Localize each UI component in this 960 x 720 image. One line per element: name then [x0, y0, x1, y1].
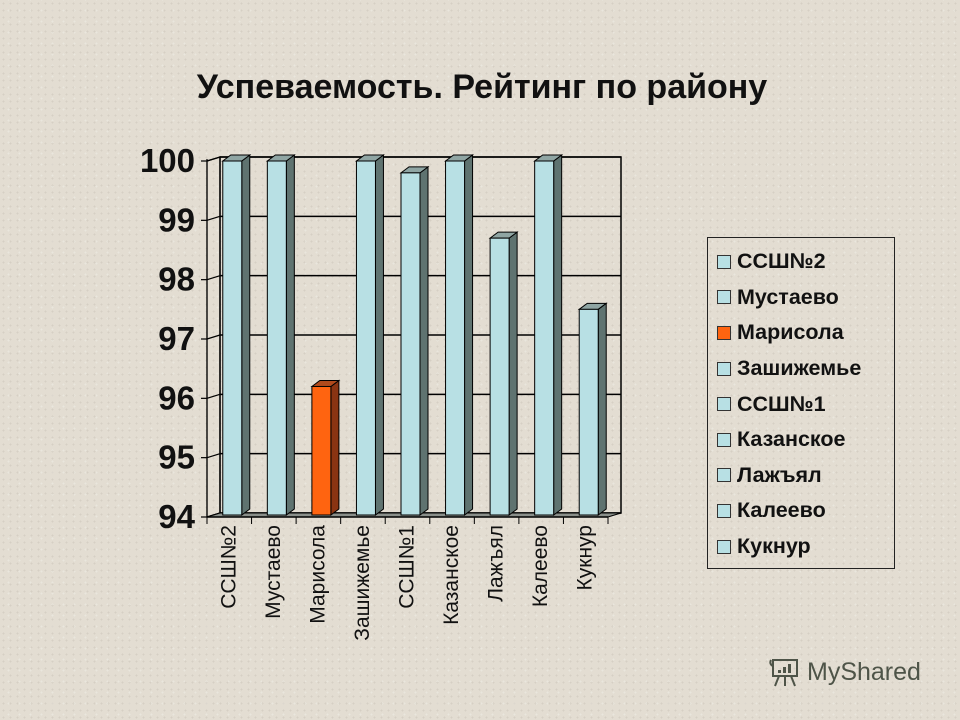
bar	[577, 302, 608, 516]
legend-swatch	[717, 325, 731, 340]
legend-swatch	[717, 503, 731, 518]
x-tick-label: Калеево	[529, 525, 552, 607]
legend-item: Кукнур	[708, 529, 894, 565]
legend-label: ССШ№1	[737, 391, 826, 416]
bar	[399, 165, 430, 516]
legend-swatch	[717, 361, 731, 376]
x-tick-label: Мустаево	[262, 525, 285, 619]
y-tick-label: 98	[158, 261, 195, 298]
bar	[533, 154, 564, 516]
legend-item: Марисола	[708, 315, 894, 351]
bar	[354, 154, 385, 516]
legend-item: Казанское	[708, 422, 894, 458]
bar	[265, 154, 296, 516]
legend-swatch	[717, 468, 731, 483]
legend-item: Калеево	[708, 493, 894, 529]
legend-label: Марисола	[737, 320, 844, 345]
legend-item: Зашижемье	[708, 351, 894, 387]
legend-item: ССШ№1	[708, 386, 894, 422]
y-tick-label: 96	[158, 379, 195, 416]
legend-swatch	[717, 290, 731, 305]
bar	[221, 154, 252, 516]
y-tick-label: 95	[158, 439, 195, 476]
chart-title: Успеваемость. Рейтинг по району	[196, 68, 768, 106]
bar	[444, 154, 475, 516]
legend-swatch	[717, 397, 731, 412]
y-tick-label: 100	[140, 142, 195, 179]
legend-label: Калеево	[737, 498, 826, 523]
legend-label: Лажъял	[737, 462, 822, 487]
x-tick-label: ССШ№2	[217, 525, 240, 609]
bar	[488, 231, 519, 517]
x-tick-label: ССШ№1	[396, 525, 419, 609]
x-tick-label: Казанское	[440, 525, 463, 625]
y-tick-label: 97	[158, 320, 195, 357]
presentation-board-icon	[769, 659, 798, 687]
legend-swatch	[717, 539, 731, 554]
y-tick-label: 99	[158, 201, 195, 238]
legend-label: Зашижемье	[737, 356, 862, 381]
legend-label: Казанское	[737, 427, 846, 452]
x-tick-label: Марисола	[306, 525, 329, 624]
legend-item: ССШ№2	[708, 244, 894, 280]
y-tick-label: 94	[158, 498, 195, 535]
legend-swatch	[717, 254, 731, 269]
legend-swatch	[717, 432, 731, 447]
legend-label: ССШ№2	[737, 249, 826, 274]
legend-label: Кукнур	[737, 534, 811, 559]
x-tick-label: Зашижемье	[351, 525, 374, 641]
x-tick-label: Кукнур	[574, 525, 597, 590]
watermark: MyShared	[767, 655, 921, 689]
bar	[310, 379, 341, 516]
legend: ССШ№2 Мустаево Марисола Зашижемье ССШ№1 Казан…	[707, 237, 895, 569]
legend-item: Мустаево	[708, 280, 894, 316]
watermark-text: MyShared	[807, 657, 921, 686]
legend-label: Мустаево	[737, 284, 839, 309]
x-tick-label: Лажъял	[485, 525, 508, 602]
legend-item: Лажъял	[708, 458, 894, 494]
